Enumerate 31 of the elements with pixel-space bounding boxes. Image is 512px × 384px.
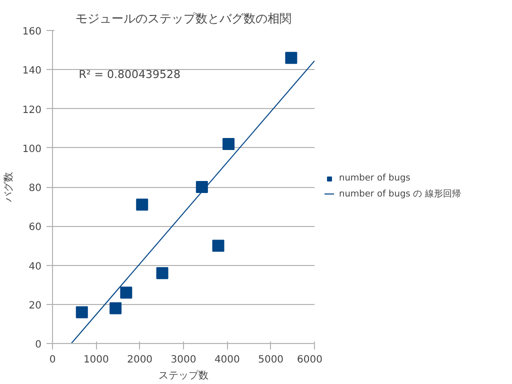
point (120, 286, 132, 299)
point (110, 302, 122, 314)
chart-title: モジュールのステップ数とバグ数の相関 (76, 12, 292, 26)
y-tick-label: 120 (22, 104, 42, 116)
annotation: R² = 0.800439528 (78, 68, 180, 81)
y-tick-label: 80 (28, 183, 42, 194)
point (76, 306, 88, 318)
x-tick-label: 3000 (170, 354, 196, 366)
point (285, 52, 298, 64)
point (136, 198, 148, 211)
x-tick-label: 2000 (127, 354, 153, 366)
y-tick-label: 160 (22, 26, 42, 38)
point (156, 267, 168, 280)
y-tick-label: 140 (22, 66, 42, 77)
y-tick-label: 100 (22, 144, 42, 155)
point (212, 240, 224, 252)
x-axis-title: ステップ数 (158, 370, 208, 382)
y-tick-label: 0 (35, 340, 42, 350)
x-tick-label: 6000 (297, 354, 323, 366)
x-tick-label: 0 (49, 354, 56, 366)
x-tick-label: 5000 (258, 354, 284, 366)
legend-label: number of bugs (339, 173, 410, 183)
y-tick-label: 40 (28, 261, 42, 272)
y-axis-title: バグ数 (3, 172, 14, 203)
y-tick-label: 60 (28, 222, 42, 234)
legend-label: number of bugs の 線形回帰 (339, 188, 462, 200)
point (222, 138, 235, 150)
point (196, 181, 208, 193)
y-tick-label: 20 (28, 300, 42, 312)
x-tick-label: 1000 (83, 354, 109, 366)
x-tick-label: 4000 (214, 354, 240, 366)
